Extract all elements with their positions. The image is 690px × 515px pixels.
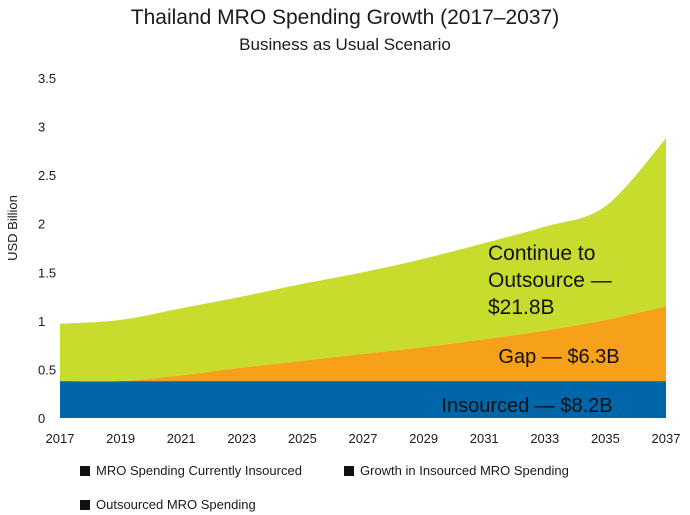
chart-subtitle: Business as Usual Scenario bbox=[239, 35, 451, 54]
x-tick-label: 2031 bbox=[470, 431, 499, 446]
area-series-1 bbox=[60, 381, 666, 418]
legend-swatch bbox=[344, 465, 354, 476]
x-tick-label: 2029 bbox=[409, 431, 438, 446]
legend-label: Growth in Insourced MRO Spending bbox=[360, 463, 569, 478]
legend-swatch bbox=[80, 499, 90, 510]
annotation-outsource-line: Outsource — bbox=[488, 269, 612, 292]
legend-label: Outsourced MRO Spending bbox=[96, 497, 256, 512]
x-tick-label: 2035 bbox=[591, 431, 620, 446]
y-tick-label: 1.5 bbox=[38, 265, 56, 280]
annotation-gap: Gap — $6.3B bbox=[498, 346, 619, 368]
y-tick-label: 3.5 bbox=[38, 71, 56, 86]
annotation-insourced: Insourced — $8.2B bbox=[441, 395, 612, 417]
x-tick-label: 2023 bbox=[227, 431, 256, 446]
legend-swatch bbox=[80, 465, 90, 476]
x-tick-label: 2019 bbox=[106, 431, 135, 446]
x-tick-label: 2017 bbox=[46, 431, 75, 446]
legend-item-growth-insourced: Growth in Insourced MRO Spending bbox=[344, 463, 569, 478]
legend-item-outsourced: Outsourced MRO Spending bbox=[80, 497, 256, 512]
chart-title: Thailand MRO Spending Growth (2017–2037) bbox=[130, 6, 560, 29]
area-series-2 bbox=[60, 306, 666, 382]
x-tick-label: 2033 bbox=[530, 431, 559, 446]
annotation-outsource-line: Continue to bbox=[488, 242, 595, 265]
x-tick-label: 2037 bbox=[652, 431, 681, 446]
x-tick-label: 2021 bbox=[167, 431, 196, 446]
y-tick-label: 3 bbox=[38, 120, 45, 135]
y-tick-label: 2.5 bbox=[38, 168, 56, 183]
x-tick-label: 2025 bbox=[288, 431, 317, 446]
y-tick-label: 1 bbox=[38, 314, 45, 329]
y-tick-label: 0.5 bbox=[38, 362, 56, 377]
area-series-3 bbox=[60, 138, 666, 382]
legend-label: MRO Spending Currently Insourced bbox=[96, 463, 302, 478]
legend-item-insourced: MRO Spending Currently Insourced bbox=[80, 463, 302, 478]
annotation-outsource-line: $21.8B bbox=[488, 296, 555, 319]
y-axis-label: USD Billion bbox=[5, 195, 20, 261]
x-tick-label: 2027 bbox=[349, 431, 378, 446]
y-tick-label: 0 bbox=[38, 411, 45, 426]
y-tick-label: 2 bbox=[38, 217, 45, 232]
